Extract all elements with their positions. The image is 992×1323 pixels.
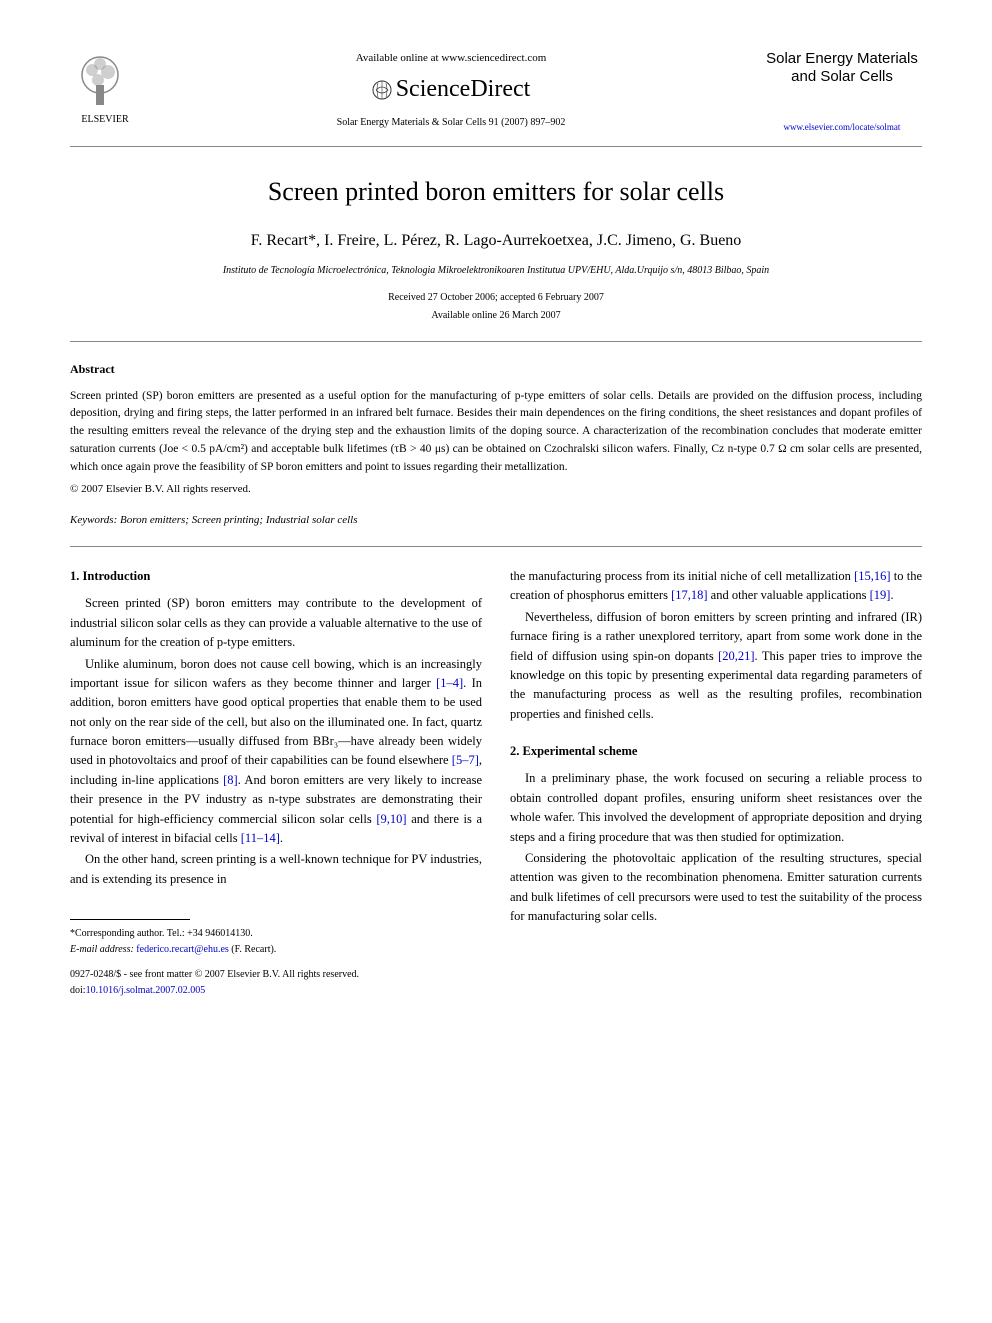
ref-link[interactable]: [19]: [870, 588, 891, 602]
sciencedirect-icon: [372, 80, 392, 100]
corresponding-author: *Corresponding author. Tel.: +34 9460141…: [70, 926, 482, 942]
received-date: Received 27 October 2006; accepted 6 Feb…: [70, 290, 922, 305]
abstract-divider: [70, 546, 922, 547]
journal-box: Solar Energy Materials and Solar Cells w…: [762, 50, 922, 136]
email-link[interactable]: federico.recart@ehu.es: [136, 944, 229, 955]
ref-link[interactable]: [20,21]: [718, 649, 754, 663]
exp-p1: In a preliminary phase, the work focused…: [510, 769, 922, 847]
ref-link[interactable]: [17,18]: [671, 588, 707, 602]
authors: F. Recart*, I. Freire, L. Pérez, R. Lago…: [70, 229, 922, 253]
right-column: the manufacturing process from its initi…: [510, 567, 922, 998]
footnote-rule: [70, 919, 190, 920]
elsevier-text: ELSEVIER: [70, 112, 140, 127]
email-name: (F. Recart).: [229, 944, 277, 955]
intro-p3: On the other hand, screen printing is a …: [70, 850, 482, 889]
doi-line: doi:10.1016/j.solmat.2007.02.005: [70, 983, 482, 999]
elsevier-tree-icon: [70, 50, 130, 110]
section-2-heading: 2. Experimental scheme: [510, 742, 922, 761]
header-divider: [70, 146, 922, 147]
email-line: E-mail address: federico.recart@ehu.es (…: [70, 942, 482, 958]
elsevier-logo: ELSEVIER: [70, 50, 140, 127]
section-1-heading: 1. Introduction: [70, 567, 482, 586]
ref-link[interactable]: [9,10]: [376, 812, 406, 826]
abstract-text: Screen printed (SP) boron emitters are p…: [70, 388, 922, 477]
center-header: Available online at www.sciencedirect.co…: [140, 50, 762, 130]
abstract-body: Screen printed (SP) boron emitters are p…: [70, 388, 922, 498]
body-columns: 1. Introduction Screen printed (SP) boro…: [70, 567, 922, 998]
ref-link[interactable]: [8]: [223, 773, 238, 787]
email-label: E-mail address:: [70, 944, 136, 955]
title-divider: [70, 341, 922, 342]
ref-link[interactable]: [1–4]: [436, 676, 463, 690]
online-date: Available online 26 March 2007: [70, 308, 922, 323]
ref-link[interactable]: [11–14]: [241, 831, 280, 845]
ref-link[interactable]: [15,16]: [854, 569, 890, 583]
paper-title: Screen printed boron emitters for solar …: [70, 172, 922, 211]
journal-link[interactable]: www.elsevier.com/locate/solmat: [784, 122, 901, 132]
doi-link[interactable]: 10.1016/j.solmat.2007.02.005: [86, 985, 206, 996]
available-online-text: Available online at www.sciencedirect.co…: [140, 50, 762, 67]
affiliation: Instituto de Tecnología Microelectrónica…: [70, 263, 922, 278]
sciencedirect-logo: ScienceDirect: [140, 71, 762, 107]
abstract-heading: Abstract: [70, 360, 922, 378]
col2-p2: Nevertheless, diffusion of boron emitter…: [510, 608, 922, 724]
doi-label: doi:: [70, 985, 86, 996]
header-row: ELSEVIER Available online at www.science…: [70, 50, 922, 136]
journal-name: Solar Energy Materials and Solar Cells: [762, 50, 922, 86]
col2-p1: the manufacturing process from its initi…: [510, 567, 922, 606]
left-column: 1. Introduction Screen printed (SP) boro…: [70, 567, 482, 998]
ref-link[interactable]: [5–7]: [452, 753, 479, 767]
sciencedirect-text: ScienceDirect: [396, 76, 531, 102]
keywords: Keywords: Boron emitters; Screen printin…: [70, 512, 922, 529]
intro-p1: Screen printed (SP) boron emitters may c…: [70, 594, 482, 652]
abstract-copyright: © 2007 Elsevier B.V. All rights reserved…: [70, 481, 922, 498]
journal-ref: Solar Energy Materials & Solar Cells 91 …: [140, 115, 762, 130]
keywords-text: Boron emitters; Screen printing; Industr…: [117, 514, 357, 526]
keywords-label: Keywords:: [70, 514, 117, 526]
issn-line: 0927-0248/$ - see front matter © 2007 El…: [70, 967, 482, 983]
exp-p2: Considering the photovoltaic application…: [510, 849, 922, 927]
intro-p2: Unlike aluminum, boron does not cause ce…: [70, 655, 482, 849]
